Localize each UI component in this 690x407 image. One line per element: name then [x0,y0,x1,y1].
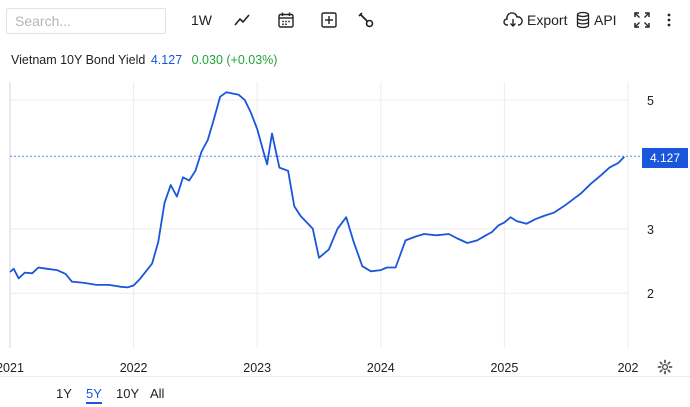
y-tick-label: 5 [647,94,654,108]
gear-icon [657,359,673,375]
export-button[interactable]: Export [503,8,567,32]
y-tick-label: 2 [647,287,654,301]
range-1y[interactable]: 1Y [56,386,72,401]
x-tick-label: 2022 [120,361,148,375]
change-value: 0.030 (+0.03%) [191,53,278,67]
instrument-name: Vietnam 10Y Bond Yield [11,53,146,67]
last-price-tag: 4.127 [642,148,688,168]
search-input[interactable] [6,8,166,34]
x-tick-label: 202 [618,361,639,375]
last-value: 4.127 [150,53,183,67]
x-tick-label: 2025 [490,361,518,375]
cloud-download-icon [503,12,523,27]
fullscreen-button[interactable] [633,8,651,32]
yield-series-line [9,91,625,289]
fullscreen-icon [634,12,650,28]
wrench-icon [358,12,374,28]
y-tick-label: 3 [647,223,654,237]
database-icon [576,11,590,29]
range-5y[interactable]: 5Y [86,386,102,404]
range-all[interactable]: All [150,386,165,401]
calendar-icon [278,12,294,28]
api-label: API [594,12,617,28]
line-chart-icon [234,14,250,26]
price-chart[interactable]: 20212022202320242025202235 [0,0,690,376]
chart-title: Vietnam 10Y Bond Yield 4.127 0.030 (+0.0… [11,53,277,67]
date-range-button[interactable] [277,8,295,32]
interval-label: 1W [191,12,212,28]
export-label: Export [527,12,568,28]
range-selector: 1Y 5Y 10Y All [0,376,690,407]
more-button[interactable] [666,8,672,32]
plus-box-icon [321,12,337,28]
tools-button[interactable] [357,8,375,32]
api-button[interactable]: API [576,8,617,32]
x-tick-label: 2021 [0,361,24,375]
x-tick-label: 2023 [243,361,271,375]
range-10y[interactable]: 10Y [116,386,140,401]
x-tick-label: 2024 [367,361,395,375]
interval-button[interactable]: 1W [191,8,212,32]
toolbar: 1W [0,0,690,40]
more-vertical-icon [667,13,671,27]
chart-type-button[interactable] [233,8,251,32]
chart-settings-button[interactable] [657,359,673,380]
add-indicator-button[interactable] [320,8,338,32]
